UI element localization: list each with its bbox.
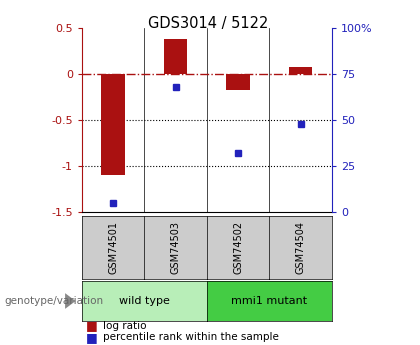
Bar: [164, 39, 187, 74]
Text: ■: ■: [86, 319, 98, 333]
Text: GSM74503: GSM74503: [171, 221, 181, 274]
Bar: [101, 74, 125, 175]
Text: wild type: wild type: [119, 296, 170, 306]
Bar: [226, 74, 250, 90]
Text: genotype/variation: genotype/variation: [4, 296, 103, 306]
Text: log ratio: log ratio: [103, 321, 147, 331]
Polygon shape: [65, 293, 76, 309]
Text: mmi1 mutant: mmi1 mutant: [231, 296, 307, 306]
Text: GSM74502: GSM74502: [233, 221, 243, 274]
Text: percentile rank within the sample: percentile rank within the sample: [103, 333, 279, 342]
Text: GSM74504: GSM74504: [296, 221, 306, 274]
Text: ■: ■: [86, 331, 98, 344]
Text: GSM74501: GSM74501: [108, 221, 118, 274]
Text: GDS3014 / 5122: GDS3014 / 5122: [148, 16, 268, 30]
Bar: [289, 67, 312, 74]
